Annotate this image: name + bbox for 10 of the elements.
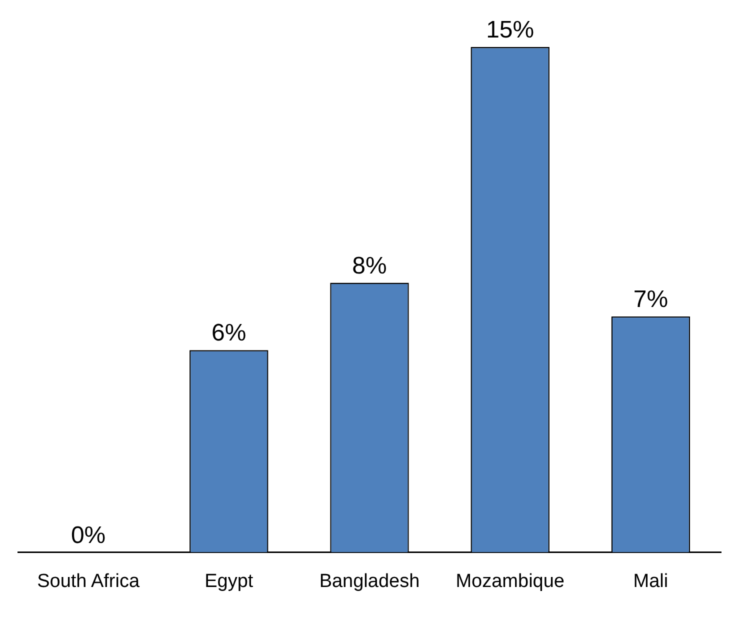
data-label: 0% xyxy=(70,522,106,549)
x-tick-label: Mozambique xyxy=(456,570,564,592)
data-label: 8% xyxy=(352,252,387,280)
data-label: 15% xyxy=(486,16,534,44)
x-tick-label: Mali xyxy=(633,570,668,592)
data-label: 7% xyxy=(633,286,668,314)
data-label: 6% xyxy=(212,320,246,347)
x-tick-label: South Africa xyxy=(37,570,140,592)
x-tick-label: Bangladesh xyxy=(319,570,420,592)
x-tick-label: Egypt xyxy=(204,570,254,592)
